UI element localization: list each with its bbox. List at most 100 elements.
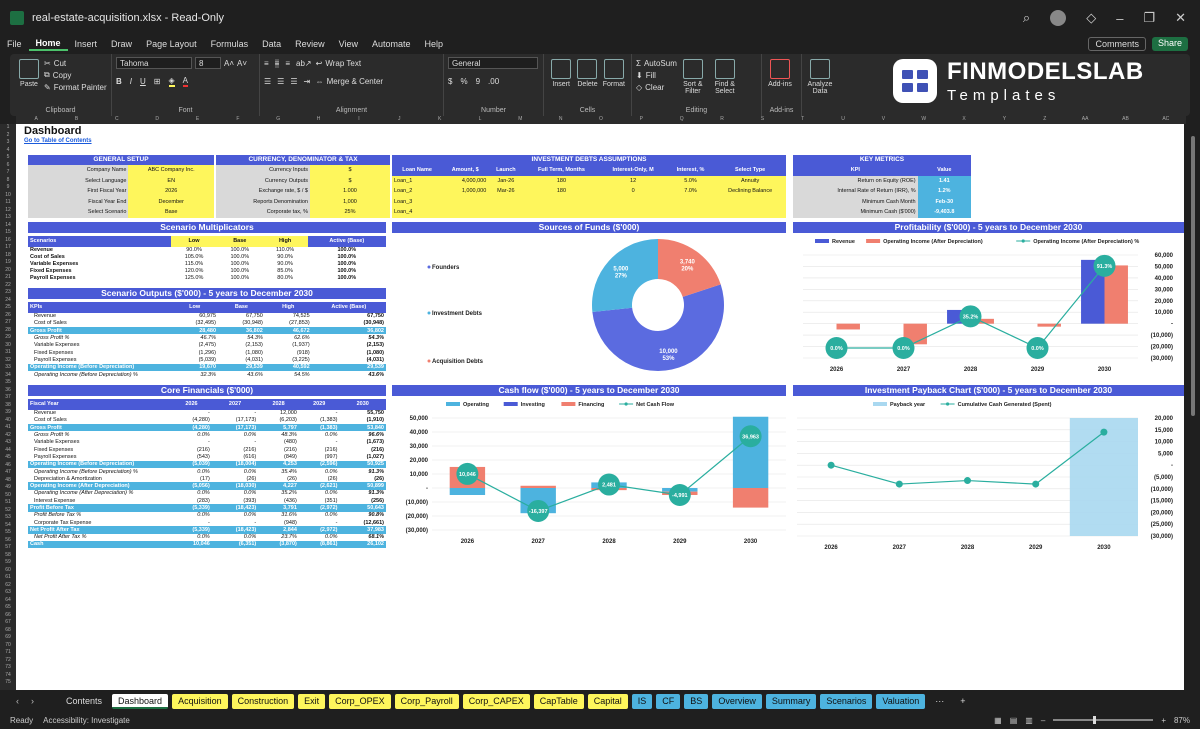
- input-cell[interactable]: 4,000,000: [442, 175, 489, 186]
- orientation-icon[interactable]: ab↗: [296, 58, 312, 68]
- row-header[interactable]: 53: [5, 514, 11, 520]
- menu-tab-file[interactable]: File: [7, 39, 22, 49]
- input-cell[interactable]: $: [309, 175, 390, 186]
- row-header[interactable]: 32: [5, 356, 11, 363]
- normal-view-icon[interactable]: ▦: [994, 715, 1002, 725]
- row-header[interactable]: 25: [5, 304, 11, 310]
- row-header[interactable]: 74: [5, 671, 11, 678]
- share-button[interactable]: Share: [1151, 37, 1188, 51]
- row-header[interactable]: 51: [5, 499, 11, 505]
- bar[interactable]: [1037, 323, 1061, 327]
- merge-center-button[interactable]: ⇔ Merge & Center: [315, 76, 384, 86]
- row-header[interactable]: 35: [5, 379, 11, 385]
- row-header[interactable]: 63: [5, 589, 11, 595]
- row-header[interactable]: 44: [5, 446, 11, 453]
- input-cell[interactable]: [442, 207, 489, 218]
- sheet-tab-dashboard[interactable]: Dashboard: [112, 693, 169, 709]
- minimize-icon[interactable]: –: [1116, 10, 1124, 26]
- input-cell[interactable]: [599, 196, 667, 207]
- row-header[interactable]: 40: [5, 416, 11, 423]
- scroll-thumb[interactable]: [1191, 136, 1195, 416]
- row-header[interactable]: 27: [5, 319, 11, 325]
- row-header[interactable]: 52: [5, 506, 11, 513]
- next-sheet-icon[interactable]: ›: [31, 696, 34, 706]
- column-header[interactable]: W: [921, 116, 927, 122]
- page-break-icon[interactable]: ▥: [1025, 715, 1033, 725]
- copy-button[interactable]: ⧉ Copy: [44, 70, 72, 80]
- row-header[interactable]: 7: [6, 169, 10, 175]
- avatar[interactable]: [1050, 10, 1067, 26]
- diamond-icon[interactable]: ◇: [1086, 10, 1097, 25]
- menu-tab-data[interactable]: Data: [262, 39, 282, 49]
- data-point-bubble[interactable]: [959, 305, 982, 328]
- menu-tab-page-layout[interactable]: Page Layout: [146, 39, 197, 49]
- sheet-tab-contents[interactable]: Contents: [66, 695, 103, 706]
- row-header[interactable]: 20: [5, 266, 11, 273]
- format-cells-button[interactable]: Format: [601, 57, 627, 113]
- input-cell[interactable]: ABC Company Inc.: [128, 165, 214, 176]
- column-header[interactable]: K: [437, 116, 442, 122]
- menu-tab-automate[interactable]: Automate: [372, 39, 411, 49]
- menu-tab-draw[interactable]: Draw: [111, 39, 133, 49]
- cash-flow-chart[interactable]: Cash flow ($'000) - 5 years to December …: [392, 385, 786, 550]
- input-cell[interactable]: 25%: [309, 207, 390, 218]
- column-header[interactable]: L: [478, 116, 482, 122]
- menu-tab-insert[interactable]: Insert: [74, 39, 98, 49]
- data-point-bubble[interactable]: [456, 462, 479, 485]
- row-header[interactable]: 21: [5, 274, 11, 280]
- row-header[interactable]: 43: [5, 439, 11, 445]
- column-header[interactable]: C: [115, 116, 119, 122]
- data-point-bubble[interactable]: [825, 337, 848, 359]
- column-header[interactable]: G: [276, 116, 281, 122]
- prev-sheet-icon[interactable]: ‹: [16, 696, 19, 706]
- row-header[interactable]: 41: [5, 424, 11, 430]
- underline-icon[interactable]: U: [140, 76, 146, 86]
- accessibility-status[interactable]: Accessibility: Investigate: [43, 715, 130, 725]
- vertical-scrollbar[interactable]: [1189, 124, 1197, 690]
- input-cell[interactable]: Base: [128, 207, 214, 218]
- menu-tab-view[interactable]: View: [338, 39, 359, 49]
- row-header[interactable]: 42: [5, 431, 11, 438]
- column-header[interactable]: J: [398, 116, 401, 122]
- data-point-bubble[interactable]: [739, 425, 762, 448]
- italic-icon[interactable]: I: [129, 76, 133, 86]
- row-header[interactable]: 71: [5, 649, 11, 655]
- column-header[interactable]: X: [962, 116, 966, 122]
- restore-icon[interactable]: ❐: [1143, 10, 1156, 25]
- sheet-tab-exit[interactable]: Exit: [298, 693, 326, 709]
- sheet-tab-scenarios[interactable]: Scenarios: [820, 693, 873, 709]
- input-cell[interactable]: EN: [128, 175, 214, 186]
- row-header[interactable]: 54: [5, 521, 11, 528]
- input-cell[interactable]: 1,000: [309, 196, 390, 207]
- sheet-tab-corp-opex[interactable]: Corp_OPEX: [329, 693, 391, 709]
- row-header[interactable]: 15: [5, 229, 11, 235]
- row-header[interactable]: 16: [5, 236, 11, 243]
- row-header[interactable]: 72: [5, 656, 11, 663]
- row-header[interactable]: 31: [5, 349, 11, 355]
- sheet-tab-cf[interactable]: CF: [656, 693, 681, 709]
- add-sheet-icon[interactable]: +: [960, 695, 966, 706]
- row-header[interactable]: 17: [5, 244, 11, 250]
- row-header[interactable]: 10: [5, 191, 11, 198]
- row-header[interactable]: 4: [6, 146, 10, 153]
- input-cell[interactable]: 7.0%: [666, 186, 715, 197]
- row-header[interactable]: 46: [5, 461, 11, 468]
- row-header[interactable]: 1: [6, 124, 10, 130]
- paste-button[interactable]: Paste: [14, 57, 44, 93]
- find-select-button[interactable]: Find & Select: [709, 57, 741, 113]
- input-cell[interactable]: 180: [523, 186, 600, 197]
- input-cell[interactable]: [488, 207, 524, 218]
- input-cell[interactable]: 12: [599, 175, 667, 186]
- input-cell[interactable]: 2026: [128, 186, 214, 197]
- column-header[interactable]: P: [639, 116, 643, 122]
- series-line[interactable]: [830, 431, 1105, 485]
- zoom-out-icon[interactable]: –: [1040, 715, 1046, 725]
- column-header[interactable]: V: [881, 116, 886, 122]
- sources-of-funds-chart[interactable]: Sources of Funds ($'000) 10,000 53% 5,000 2…: [392, 222, 786, 378]
- row-header[interactable]: 62: [5, 581, 11, 588]
- input-cell[interactable]: [488, 196, 524, 207]
- row-header[interactable]: 36: [5, 386, 11, 393]
- row-header[interactable]: 67: [5, 619, 11, 625]
- row-header[interactable]: 37: [5, 394, 11, 400]
- borders-icon[interactable]: ⊞: [153, 76, 161, 86]
